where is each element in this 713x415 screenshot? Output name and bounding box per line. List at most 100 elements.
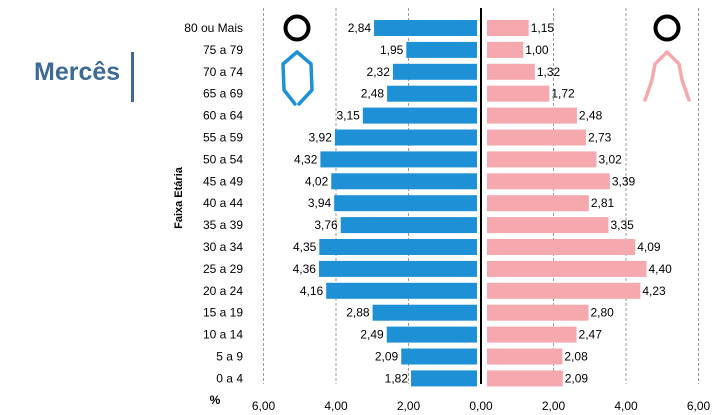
title-divider [131,52,134,102]
category-label: 55 a 59 [203,131,243,145]
female-data-label: 4,09 [637,240,661,254]
female-bar [487,326,577,343]
x-tick-label: 2,00 [542,399,566,413]
male-bar [331,173,477,190]
male-data-label: 1,95 [380,43,404,57]
female-bar [487,85,550,102]
category-labels: 80 ou Mais 75 a 79 70 a 74 65 a 69 60 a 64 55… [184,21,243,385]
category-label: 20 a 24 [203,284,243,298]
category-label: 60 a 64 [203,109,243,123]
female-figure-icon [643,14,691,102]
male-data-label: 2,48 [361,87,385,101]
category-label: 65 a 69 [203,87,243,101]
category-label: 25 a 29 [203,262,243,276]
male-bar [372,304,477,321]
male-bar [392,63,477,80]
male-data-label: 2,09 [375,350,399,364]
female-bar [487,107,577,124]
male-data-label: 4,35 [293,240,317,254]
x-tick-label: 2,00 [397,399,421,413]
category-label: 70 a 74 [203,65,243,79]
x-tick-label: 6,00 [687,399,711,413]
female-bar [487,260,647,277]
female-data-label: 4,40 [649,262,673,276]
female-bar [487,370,563,387]
category-label: 35 a 39 [203,218,243,232]
male-data-label: 1,82 [385,371,409,385]
x-axis-label: % [210,393,221,407]
female-data-label: 1,72 [551,87,575,101]
category-label: 5 a 9 [216,350,243,364]
female-data-label: 2,73 [588,131,612,145]
page-title: Mercês [34,58,121,86]
female-data-label: 1,32 [537,65,561,79]
male-data-label: 4,36 [293,262,317,276]
female-data-label: 2,80 [591,306,615,320]
x-tick-label: 6,00 [252,399,276,413]
male-bar [362,107,477,124]
female-bar [487,195,589,212]
x-tick-label: 0,00 [469,399,493,413]
female-data-label: 1,15 [531,21,555,35]
female-data-label: 4,23 [642,284,666,298]
category-label: 50 a 54 [203,152,243,166]
category-label: 30 a 34 [203,240,243,254]
male-bar [401,348,477,365]
female-data-label: 3,35 [610,218,634,232]
bars [318,20,647,387]
category-label: 80 ou Mais [184,21,243,35]
male-data-label: 2,49 [360,328,384,342]
male-bar [387,85,477,102]
male-data-label: 3,92 [309,131,333,145]
female-data-label: 2,08 [564,350,588,364]
female-bar [487,20,529,36]
male-data-label: 2,88 [346,306,370,320]
category-label: 0 a 4 [216,371,243,385]
female-bar [487,348,563,365]
female-data-label: 2,81 [591,196,615,210]
female-bar [487,217,609,234]
male-data-label: 4,32 [294,152,318,166]
female-data-label: 1,00 [525,43,549,57]
female-data-label: 2,47 [579,328,603,342]
category-label: 75 a 79 [203,43,243,57]
female-bar [487,129,586,146]
x-tick-labels: 6,00 4,00 2,00 0,00 2,00 4,00 6,00 [252,399,711,413]
male-bar [326,282,477,299]
male-data-label: 4,16 [300,284,324,298]
male-bar [318,260,477,277]
male-bar [406,41,477,58]
male-data-label: 4,02 [305,174,329,188]
female-bar [487,41,524,58]
male-data-label: 2,32 [367,65,391,79]
male-bar [334,129,477,146]
female-data-label: 2,48 [579,109,603,123]
category-label: 10 a 14 [203,328,243,342]
category-label: 15 a 19 [203,306,243,320]
female-data-label: 3,39 [612,174,636,188]
female-bar [487,304,589,321]
female-bar [487,151,597,168]
male-data-label: 2,84 [348,21,372,35]
female-data-label: 3,02 [598,152,622,166]
male-data-label: 3,76 [314,218,338,232]
female-bar [487,239,636,255]
male-data-label: 3,94 [308,196,332,210]
male-bar [319,239,477,255]
x-tick-label: 4,00 [614,399,638,413]
male-bar [334,195,477,212]
male-bar [411,370,477,387]
female-bar [487,63,535,80]
data-labels: 2,84 1,151,95 1,002,32 1,322,48 1,723,15 2,48… [293,21,673,385]
category-label: 45 a 49 [203,174,243,188]
category-label: 40 a 44 [203,196,243,210]
male-data-label: 3,15 [336,109,360,123]
male-figure-icon [281,14,314,106]
female-data-label: 2,09 [565,371,589,385]
male-bar [320,151,477,168]
y-axis-label: Faixa Etária [173,166,185,229]
male-bar [374,20,477,36]
x-tick-label: 4,00 [324,399,348,413]
male-bar [340,217,477,234]
